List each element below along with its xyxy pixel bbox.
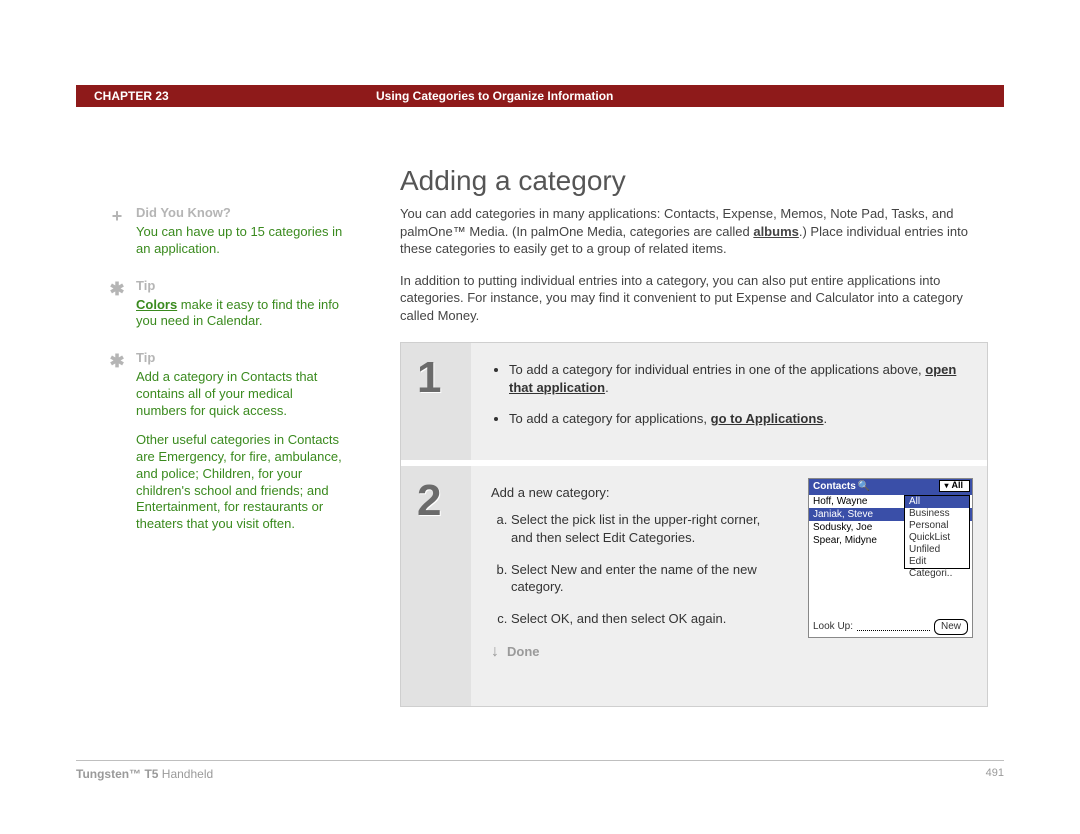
device-screenshot: Contacts 🔍 ▾ All All Business Personal Q… — [808, 478, 973, 638]
device-app-title: Contacts — [813, 480, 856, 494]
plus-icon: + — [106, 205, 128, 228]
step-text: To add a category for individual entries… — [509, 362, 925, 377]
device-titlebar: Contacts 🔍 ▾ All — [809, 479, 972, 495]
contact-name: Hoff, Wayne — [813, 495, 867, 508]
new-button[interactable]: New — [934, 619, 968, 635]
substep-b: Select New and enter the name of the new… — [511, 561, 761, 596]
step-body: Add a new category: Select the pick list… — [471, 466, 987, 706]
sidebar-heading: Did You Know? — [136, 205, 346, 222]
sidebar-heading: Tip — [136, 350, 346, 367]
intro-paragraph-1: You can add categories in many applicati… — [400, 205, 988, 258]
intro-paragraph-2: In addition to putting individual entrie… — [400, 272, 988, 325]
main-content: Adding a category You can add categories… — [400, 165, 988, 707]
step-bullet: To add a category for individual entries… — [509, 361, 967, 396]
colors-link[interactable]: Colors — [136, 297, 177, 312]
sidebar-body: You can have up to 15 categories in an a… — [136, 224, 346, 258]
chevron-down-icon: ▾ — [944, 480, 948, 491]
albums-link[interactable]: albums — [753, 224, 799, 239]
dropdown-item[interactable]: Unfiled — [905, 544, 969, 556]
dropdown-item[interactable]: Business — [905, 508, 969, 520]
step-number-cell: 2 — [401, 466, 471, 706]
step-bullet: To add a category for applications, go t… — [509, 410, 967, 428]
steps-box: 1 To add a category for individual entri… — [400, 342, 988, 707]
chapter-header: CHAPTER 23 Using Categories to Organize … — [76, 85, 1004, 107]
sidebar-body-extra: Other useful categories in Contacts are … — [136, 432, 346, 533]
product-rest: Handheld — [158, 767, 213, 781]
chapter-title: Using Categories to Organize Information — [376, 89, 1004, 103]
contact-name: Spear, Midyne — [813, 534, 877, 547]
category-dropdown[interactable]: All Business Personal QuickList Unfiled … — [904, 495, 970, 569]
contact-name: Sodusky, Joe — [813, 521, 872, 534]
dropdown-item[interactable]: QuickList — [905, 532, 969, 544]
sidebar-body-text: Add a category in Contacts that contains… — [136, 369, 346, 420]
sidebar-body: Add a category in Contacts that contains… — [136, 369, 346, 533]
sidebar-tip-2: ✱ Tip Add a category in Contacts that co… — [106, 350, 346, 533]
asterisk-icon: ✱ — [106, 278, 128, 301]
dropdown-item[interactable]: Edit Categori.. — [905, 556, 969, 568]
step-number: 2 — [417, 476, 441, 526]
step-number-cell: 1 — [401, 343, 471, 460]
dropdown-item[interactable]: Personal — [905, 520, 969, 532]
chapter-label: CHAPTER 23 — [76, 89, 376, 103]
step-body: To add a category for individual entries… — [471, 343, 987, 460]
step-text: . — [824, 411, 828, 426]
sidebar-body: Colors make it easy to find the info you… — [136, 297, 346, 331]
step-row-2: 2 Add a new category: Select the pick li… — [401, 460, 987, 706]
step-text: To add a category for applications, — [509, 411, 711, 426]
done-indicator: ↓ Done — [491, 641, 967, 663]
contact-name: Janiak, Steve — [813, 508, 873, 521]
step-text: . — [605, 380, 609, 395]
product-name: Tungsten™ T5 Handheld — [76, 767, 213, 781]
page-number: 491 — [986, 767, 1004, 781]
lookup-label: Look Up: — [813, 620, 853, 634]
sidebar-tip-1: ✱ Tip Colors make it easy to find the in… — [106, 278, 346, 331]
substep-c: Select OK, and then select OK again. — [511, 610, 761, 628]
step-row-1: 1 To add a category for individual entri… — [401, 343, 987, 460]
category-picklist[interactable]: ▾ All — [939, 480, 970, 492]
step-number: 1 — [417, 353, 441, 403]
device-footer: Look Up: New — [813, 619, 968, 635]
lookup-input[interactable] — [857, 623, 930, 631]
substep-a: Select the pick list in the upper-right … — [511, 511, 761, 546]
asterisk-icon: ✱ — [106, 350, 128, 373]
page-title: Adding a category — [400, 165, 988, 197]
down-arrow-icon: ↓ — [491, 641, 499, 663]
sidebar-did-you-know: + Did You Know? You can have up to 15 ca… — [106, 205, 346, 258]
search-icon: 🔍 — [858, 480, 870, 494]
dropdown-item[interactable]: All — [905, 496, 969, 508]
device-body: All Business Personal QuickList Unfiled … — [809, 495, 972, 637]
picklist-label: All — [951, 480, 963, 491]
sidebar-heading: Tip — [136, 278, 346, 295]
go-to-applications-link[interactable]: go to Applications — [711, 411, 824, 426]
sidebar: + Did You Know? You can have up to 15 ca… — [106, 205, 346, 553]
product-bold: Tungsten™ T5 — [76, 767, 158, 781]
page-footer: Tungsten™ T5 Handheld 491 — [76, 760, 1004, 781]
done-label: Done — [507, 643, 540, 661]
